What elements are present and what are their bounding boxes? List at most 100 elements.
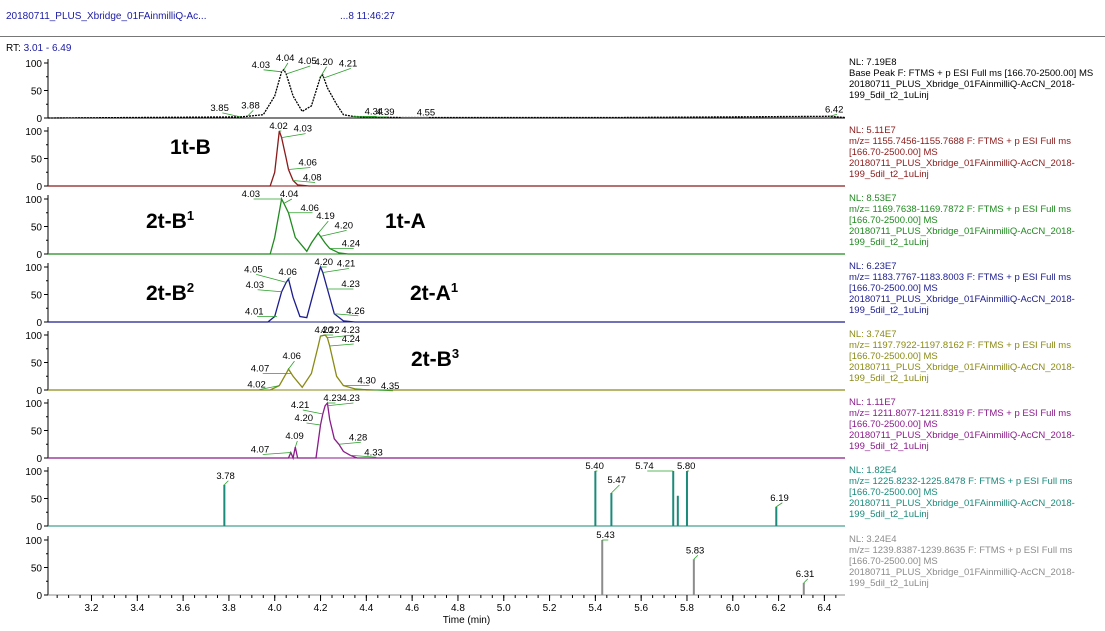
y-tick-label: 50 — [31, 155, 43, 166]
y-tick-label: 100 — [25, 195, 42, 206]
peak-label-leader — [317, 220, 329, 234]
raw-file-name[interactable]: 20180711_PLUS_Xbridge_01FAinmilliQ-Ac... — [6, 11, 207, 22]
peak-retention-label: 4.04 — [280, 189, 299, 200]
isomer-superscript: 2 — [187, 280, 194, 295]
chromatogram-panel[interactable]: 0 50 100 4.204.22 4.234.24 4.07 4.06 4.02 4.30 4.… — [25, 325, 845, 397]
header-bar: 20180711_PLUS_Xbridge_01FAinmilliQ-Ac...… — [0, 0, 1105, 40]
y-tick-label: 0 — [36, 114, 42, 125]
peak-retention-label: 4.24 — [342, 239, 361, 250]
x-tick-label: 3.4 — [130, 603, 144, 614]
peak-retention-label: 6.42 — [825, 104, 844, 115]
chromatogram-panel[interactable]: 0 50 100 3.78 5.405.47 5.74 5.80 6.19 — [25, 461, 845, 533]
trace-description: Base Peak F: FTMS + p ESI Full ms [166.7… — [849, 68, 1094, 101]
peak-retention-label: 4.04 — [276, 53, 295, 64]
isomer-annotation: 2t-A1 — [410, 280, 458, 305]
peak-label-leader — [224, 480, 229, 486]
isomer-annotation: 2t-B2 — [146, 280, 194, 305]
normalization-level: NL: 7.19E8 — [849, 57, 897, 68]
rt-range-value[interactable]: 3.01 - 6.49 — [23, 43, 72, 54]
chromatogram-panel[interactable]: 0 50 100 4.03 4.044.064.194.20 4.24 2t-B1 1t-A — [25, 189, 845, 261]
x-tick-label: 5.4 — [588, 603, 602, 614]
x-tick-label: 3.2 — [85, 603, 99, 614]
peak-retention-label: 4.21 — [339, 58, 358, 69]
x-tick-label: 3.6 — [176, 603, 190, 614]
peak-retention-label: 4.23 — [341, 325, 360, 336]
y-tick-label: 100 — [25, 399, 42, 410]
peak-retention-label: 4.39 — [376, 107, 395, 118]
x-tick-label: 6.4 — [817, 603, 831, 614]
trace-info[interactable]: NL: 8.53E7 m/z= 1169.7638-1169.7872 F: FT… — [849, 193, 1103, 248]
x-axis: 3.2 3.4 3.6 3.8 4.0 4.2 4.4 4.6 4.8 5.0 5.2 5.4 5.6 5… — [56, 595, 837, 626]
peak-retention-label: 4.07 — [251, 364, 270, 375]
peak-retention-label: 4.22 — [321, 325, 340, 336]
x-tick-label: 5.2 — [543, 603, 557, 614]
peak-retention-label: 4.02 — [247, 380, 266, 391]
peak-label-leader — [803, 578, 809, 584]
isomer-superscript: 3 — [452, 346, 459, 361]
trace-line[interactable] — [48, 197, 845, 255]
peak-retention-label: 5.40 — [585, 461, 604, 472]
peak-label-leader — [329, 343, 354, 347]
trace-info[interactable]: NL: 5.11E7 m/z= 1155.7456-1155.7688 F: FT… — [849, 125, 1103, 180]
peak-retention-label: 4.01 — [245, 307, 264, 318]
peak-label-leader — [288, 167, 311, 170]
peak-retention-label: 4.24 — [342, 334, 361, 345]
y-tick-label: 100 — [25, 331, 42, 342]
x-tick-label: 5.8 — [680, 603, 694, 614]
trace-description: m/z= 1211.8077-1211.8319 F: FTMS + p ESI… — [849, 408, 1075, 452]
peak-label-leader — [256, 274, 287, 283]
trace-info[interactable]: NL: 3.74E7 m/z= 1197.7922-1197.8162 F: FT… — [849, 329, 1103, 384]
trace-line[interactable] — [48, 130, 845, 187]
peak-retention-label: 4.21 — [337, 259, 356, 270]
trace-info[interactable]: NL: 6.23E7 m/z= 1183.7767-1183.8003 F: FT… — [849, 261, 1103, 316]
trace-line[interactable] — [48, 401, 845, 461]
peak-label-leader — [320, 230, 347, 237]
trace-description: m/z= 1239.8387-1239.8635 F: FTMS + p ESI… — [849, 545, 1075, 589]
y-tick-label: 0 — [36, 318, 42, 329]
peak-label-leader — [354, 388, 393, 392]
y-tick-label: 50 — [31, 495, 43, 506]
chromatogram-panel[interactable]: 0 50 100 5.43 5.83 6.31 — [25, 530, 845, 602]
y-tick-label: 0 — [36, 454, 42, 465]
x-axis-title: Time (min) — [443, 615, 490, 626]
y-tick-label: 0 — [36, 250, 42, 261]
peak-label-leader — [294, 440, 298, 448]
chromatogram-panel[interactable]: 0 50 100 4.23 4.21 4.23 4.20 4.07 4.09 4.28 4.33 — [25, 393, 845, 465]
x-tick-label: 6.0 — [726, 603, 740, 614]
trace-info[interactable]: NL: 7.19E8 Base Peak F: FTMS + p ESI Full… — [849, 57, 1103, 101]
trace-line[interactable] — [48, 265, 845, 323]
peak-retention-label: 4.02 — [269, 121, 288, 132]
peak-retention-label: 4.06 — [298, 158, 317, 169]
trace-info[interactable]: NL: 1.82E4 m/z= 1225.8232-1225.8478 F: FT… — [849, 465, 1103, 520]
peak-label-leader — [283, 198, 293, 204]
y-tick-label: 50 — [31, 427, 43, 438]
peak-retention-label: 6.19 — [770, 493, 789, 504]
peak-label-leader — [828, 113, 838, 117]
x-tick-label: 4.4 — [359, 603, 373, 614]
peak-label-leader — [246, 110, 254, 117]
x-tick-label: 4.8 — [451, 603, 465, 614]
chromatogram-panel[interactable]: 0 50 100 4.02 4.03 4.06 4.08 1t-B — [25, 121, 845, 193]
peak-retention-label: 4.28 — [349, 432, 368, 443]
trace-line[interactable] — [47, 68, 846, 119]
peak-label-leader — [322, 68, 351, 79]
header-divider — [0, 36, 1105, 37]
peak-retention-label: 4.08 — [303, 173, 322, 184]
chromatogram-panel[interactable]: 0 50 100 4.05 4.06 4.03 4.01 4.20 4.21 4.23 4.26 2t… — [25, 257, 845, 329]
peak-label-leader — [322, 268, 349, 273]
peak-label-leader — [306, 422, 321, 426]
trace-line[interactable] — [48, 334, 845, 391]
peak-retention-label: 4.09 — [285, 431, 304, 442]
acquisition-timestamp: ...8 11:46:27 — [340, 11, 395, 22]
peak-retention-label: 4.20 — [295, 413, 314, 424]
y-tick-label: 100 — [25, 467, 42, 478]
isomer-annotation: 1t-A — [385, 210, 426, 233]
trace-info[interactable]: NL: 1.11E7 m/z= 1211.8077-1211.8319 F: FT… — [849, 397, 1103, 452]
peak-retention-label: 5.80 — [677, 461, 696, 472]
trace-info[interactable]: NL: 3.24E4 m/z= 1239.8387-1239.8635 F: FT… — [849, 534, 1103, 589]
peak-label-leader — [327, 402, 354, 407]
peak-retention-label: 5.47 — [607, 475, 626, 486]
